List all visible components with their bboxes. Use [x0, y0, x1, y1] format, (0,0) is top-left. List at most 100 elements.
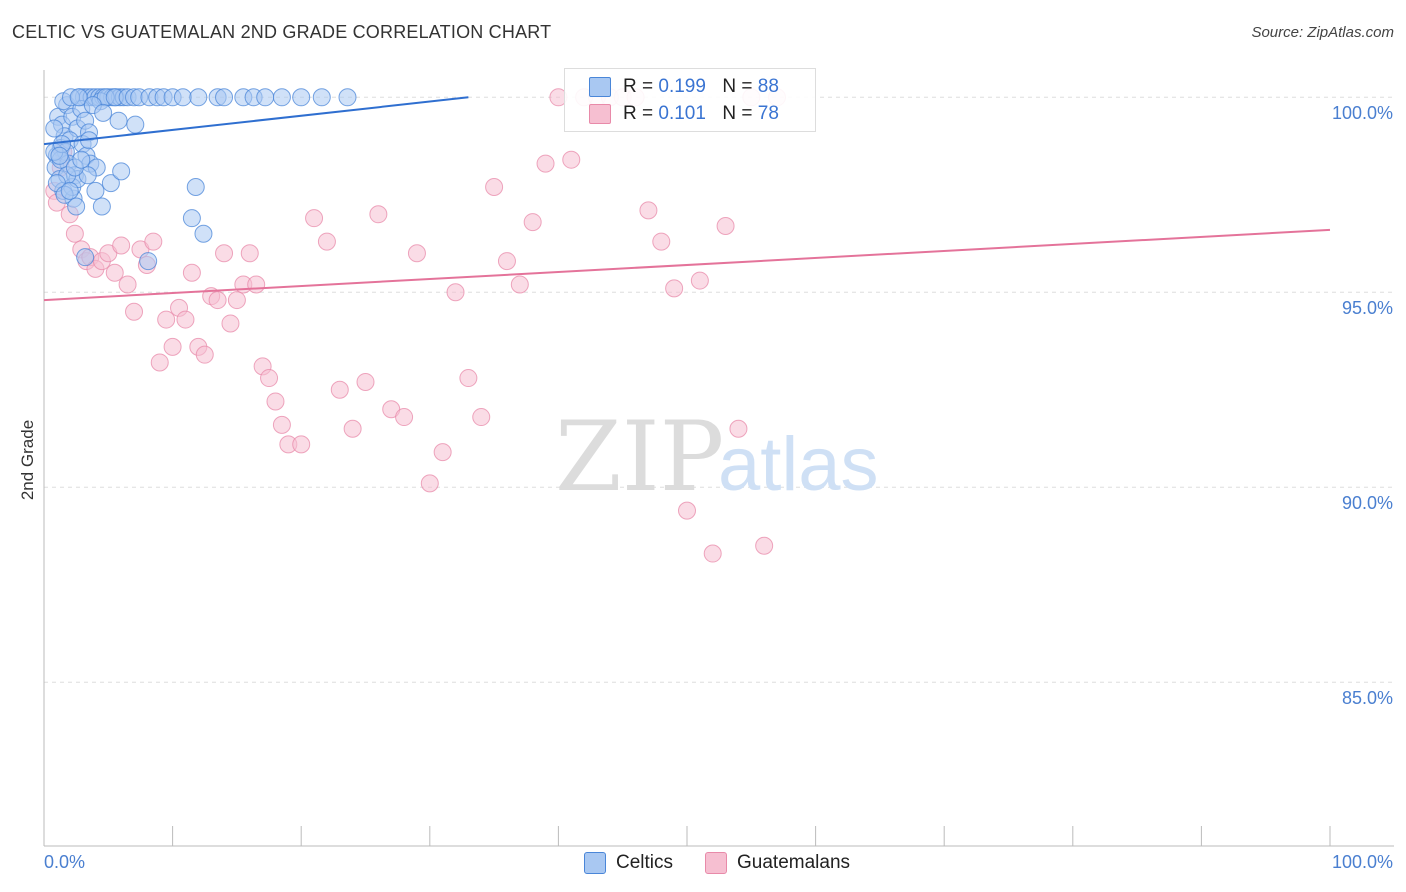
guatemalans-point [407, 244, 426, 263]
celtics-point [186, 177, 205, 196]
celtics-point [312, 88, 331, 107]
guatemalans-point [523, 213, 542, 232]
guatemalans-point [176, 310, 195, 329]
guatemalans-point [459, 369, 478, 388]
celtics-point [272, 88, 291, 107]
watermark-zip: ZIP [555, 401, 724, 513]
y-tick-label: 95.0% [1341, 298, 1393, 319]
celtics-point [50, 146, 69, 165]
guatemalans-point [163, 337, 182, 356]
guatemalans-point [395, 408, 414, 427]
guatemalans-point [497, 252, 516, 271]
x-tick-label-max: 100.0% [1331, 852, 1393, 872]
guatemalans-point [144, 232, 163, 251]
guatemalans-point [65, 224, 84, 243]
guatemalans-point [215, 244, 234, 263]
y-tick-label: 85.0% [1341, 688, 1393, 709]
guatemalans-point [150, 353, 169, 372]
celtics-point [256, 88, 275, 107]
celtics-point [45, 119, 64, 138]
legend-r-label: R = [623, 103, 654, 124]
guatemalans-point [433, 443, 452, 462]
guatemalans-point [112, 236, 131, 255]
guatemalans-point [125, 302, 144, 321]
guatemalans-point [639, 201, 658, 220]
guatemalans-point [729, 419, 748, 438]
guatemalans-point [369, 205, 388, 224]
celtics-point [139, 252, 158, 271]
celtics-point [215, 88, 234, 107]
bottom-legend-swatch-blue [584, 852, 606, 874]
source-label: Source: ZipAtlas.com [1251, 24, 1394, 41]
celtics-point [76, 248, 95, 267]
celtics-point [173, 88, 192, 107]
guatemalans-point [703, 544, 722, 563]
celtics-point [194, 224, 213, 243]
guatemalans-point [292, 435, 311, 454]
celtics-point [189, 88, 208, 107]
guatemalans-point [208, 291, 227, 310]
celtics-point [60, 181, 79, 200]
guatemalans-point [665, 279, 684, 298]
legend-row-guatemalans: R = 0.101 N = 78 [589, 102, 779, 126]
legend-r-value: 0.199 [658, 76, 706, 97]
legend-n-label: N = [722, 103, 753, 124]
guatemalans-point [118, 275, 137, 294]
guatemalans-trend-line [43, 228, 1331, 302]
legend-row-celtics: R = 0.199 N = 88 [589, 75, 779, 99]
guatemalans-point [247, 275, 266, 294]
guatemalans-point [446, 283, 465, 302]
guatemalans-point [157, 310, 176, 329]
legend-swatch-blue [589, 77, 611, 97]
celtics-point [182, 209, 201, 228]
x-tick-label-min: 0.0% [44, 852, 86, 872]
guatemalans-point [716, 216, 735, 235]
guatemalans-point [356, 372, 375, 391]
celtics-point [112, 162, 131, 181]
celtics-point [101, 174, 120, 193]
celtics-trend-line [43, 96, 469, 146]
legend-swatch-pink [589, 104, 611, 124]
guatemalans-point [510, 275, 529, 294]
guatemalans-point [343, 419, 362, 438]
celtics-point [67, 197, 86, 216]
bottom-legend: Celtics Guatemalans [584, 852, 882, 874]
guatemalans-point [305, 209, 324, 228]
guatemalans-point [317, 232, 336, 251]
bottom-legend-label: Celtics [616, 852, 674, 873]
guatemalans-point [330, 380, 349, 399]
guatemalans-point [105, 263, 124, 282]
celtics-point [69, 88, 88, 107]
guatemalans-point [195, 345, 214, 364]
y-tick-label: 100.0% [1331, 103, 1393, 124]
celtics-point [109, 111, 128, 130]
guatemalans-point [266, 392, 285, 411]
guatemalans-point [536, 154, 555, 173]
guatemalans-point [652, 232, 671, 251]
chart-title: CELTIC VS GUATEMALAN 2ND GRADE CORRELATI… [12, 22, 552, 42]
trend-lines [43, 96, 1331, 302]
guatemalans-point [472, 408, 491, 427]
watermark-atlas: atlas [718, 422, 879, 507]
gridlines [44, 96, 1394, 683]
guatemalans-point [272, 415, 291, 434]
legend-r-label: R = [623, 76, 654, 97]
guatemalans-point [562, 150, 581, 169]
guatemalans-point [420, 474, 439, 493]
legend-r-value: 0.101 [658, 103, 706, 124]
watermark: ZIP atlas [555, 401, 879, 513]
guatemalans-point [227, 291, 246, 310]
legend-n-value: 78 [757, 103, 779, 124]
celtics-point [338, 88, 357, 107]
celtics-point [94, 103, 113, 122]
bottom-legend-item-celtics: Celtics [584, 852, 673, 874]
series-celtics [45, 88, 357, 271]
guatemalans-point [690, 271, 709, 290]
guatemalans-point [182, 263, 201, 282]
legend-n-label: N = [722, 76, 753, 97]
bottom-legend-item-guatemalans: Guatemalans [705, 852, 850, 874]
guatemalans-point [221, 314, 240, 333]
y-tick-label: 90.0% [1341, 493, 1393, 514]
legend: R = 0.199 N = 88 R = 0.101 N = 78 [564, 68, 816, 132]
